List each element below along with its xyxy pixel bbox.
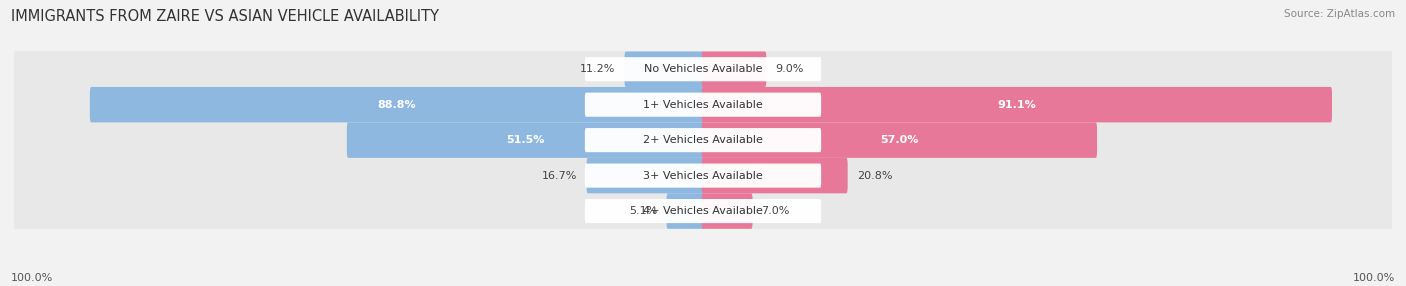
FancyBboxPatch shape [585, 164, 821, 188]
FancyBboxPatch shape [90, 87, 704, 122]
Text: 1+ Vehicles Available: 1+ Vehicles Available [643, 100, 763, 110]
FancyBboxPatch shape [666, 193, 704, 229]
Text: No Vehicles Available: No Vehicles Available [644, 64, 762, 74]
FancyBboxPatch shape [702, 51, 766, 87]
FancyBboxPatch shape [14, 80, 1392, 130]
Text: 16.7%: 16.7% [543, 171, 578, 180]
FancyBboxPatch shape [14, 151, 1392, 200]
Text: 9.0%: 9.0% [775, 64, 804, 74]
Text: 100.0%: 100.0% [1353, 273, 1395, 283]
Text: 11.2%: 11.2% [581, 64, 616, 74]
FancyBboxPatch shape [585, 128, 821, 152]
FancyBboxPatch shape [624, 51, 704, 87]
FancyBboxPatch shape [702, 158, 848, 193]
FancyBboxPatch shape [586, 158, 704, 193]
FancyBboxPatch shape [14, 115, 1392, 165]
Text: 2+ Vehicles Available: 2+ Vehicles Available [643, 135, 763, 145]
Text: 100.0%: 100.0% [11, 273, 53, 283]
FancyBboxPatch shape [702, 87, 1331, 122]
Text: 20.8%: 20.8% [856, 171, 893, 180]
FancyBboxPatch shape [585, 57, 821, 81]
FancyBboxPatch shape [14, 44, 1392, 94]
Text: 91.1%: 91.1% [997, 100, 1036, 110]
Text: 3+ Vehicles Available: 3+ Vehicles Available [643, 171, 763, 180]
Text: 7.0%: 7.0% [762, 206, 790, 216]
Text: 88.8%: 88.8% [378, 100, 416, 110]
FancyBboxPatch shape [702, 193, 752, 229]
FancyBboxPatch shape [14, 186, 1392, 236]
Text: 57.0%: 57.0% [880, 135, 918, 145]
Text: 4+ Vehicles Available: 4+ Vehicles Available [643, 206, 763, 216]
Text: 51.5%: 51.5% [506, 135, 544, 145]
FancyBboxPatch shape [585, 93, 821, 117]
FancyBboxPatch shape [585, 199, 821, 223]
Text: Source: ZipAtlas.com: Source: ZipAtlas.com [1284, 9, 1395, 19]
Text: IMMIGRANTS FROM ZAIRE VS ASIAN VEHICLE AVAILABILITY: IMMIGRANTS FROM ZAIRE VS ASIAN VEHICLE A… [11, 9, 439, 23]
FancyBboxPatch shape [347, 122, 704, 158]
Text: 5.1%: 5.1% [630, 206, 658, 216]
FancyBboxPatch shape [702, 122, 1097, 158]
